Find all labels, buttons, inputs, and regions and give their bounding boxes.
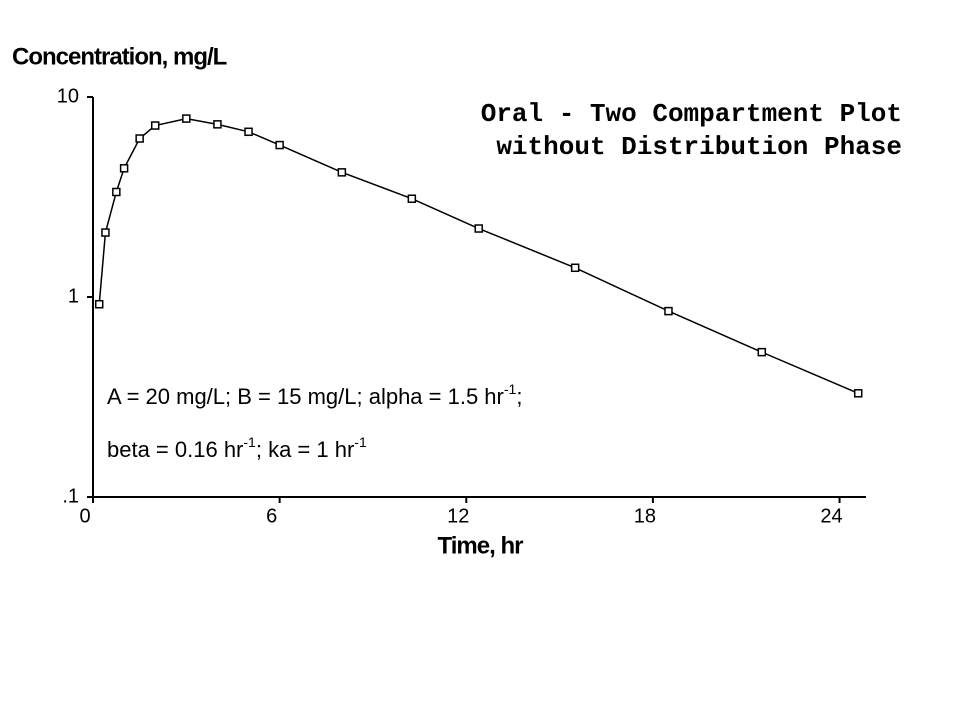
data-point: [275, 140, 284, 150]
annotation-text: beta = 0.16 hr: [107, 437, 243, 462]
data-point: [757, 347, 767, 357]
data-point: [182, 114, 191, 123]
data-point: [570, 263, 580, 273]
annotation-sup: -1: [504, 381, 517, 397]
y-tick-label: 10: [57, 85, 79, 107]
data-point: [474, 224, 483, 233]
data-point: [664, 306, 673, 316]
data-point: [112, 187, 121, 197]
annotation-text: ;: [516, 384, 522, 409]
data-point: [244, 127, 253, 137]
data-point: [337, 168, 347, 177]
x-tick-label: 6: [266, 505, 277, 527]
data-point: [853, 389, 863, 398]
data-point: [213, 120, 222, 129]
x-axis-label: Time, hr: [438, 532, 524, 559]
annotation-sup: -1: [354, 434, 367, 450]
x-tick-label: 0: [79, 505, 90, 527]
y-tick-label: .1: [62, 485, 79, 507]
data-point: [119, 164, 129, 173]
annotation-line: beta = 0.16 hr-1; ka = 1 hr-1: [107, 434, 367, 462]
annotation-text: ; ka = 1 hr: [256, 437, 354, 462]
title-line: without Distribution Phase: [496, 132, 902, 162]
y-tick-label: 1: [68, 285, 79, 307]
x-tick-label: 12: [447, 505, 469, 527]
data-point: [407, 194, 417, 203]
data-point: [94, 299, 104, 309]
annotation-text: A = 20 mg/L; B = 15 mg/L; alpha = 1.5 hr: [107, 384, 504, 409]
y-axis-label: Concentration, mg/L: [12, 43, 227, 70]
annotation-line: A = 20 mg/L; B = 15 mg/L; alpha = 1.5 hr…: [107, 381, 522, 409]
title-line: Oral - Two Compartment Plot: [481, 99, 902, 129]
data-point: [150, 121, 160, 130]
annotation-sup: -1: [243, 434, 256, 450]
data-point: [135, 134, 144, 143]
x-tick-label: 24: [820, 505, 842, 527]
x-tick-label: 18: [634, 505, 656, 527]
data-point: [101, 228, 110, 237]
